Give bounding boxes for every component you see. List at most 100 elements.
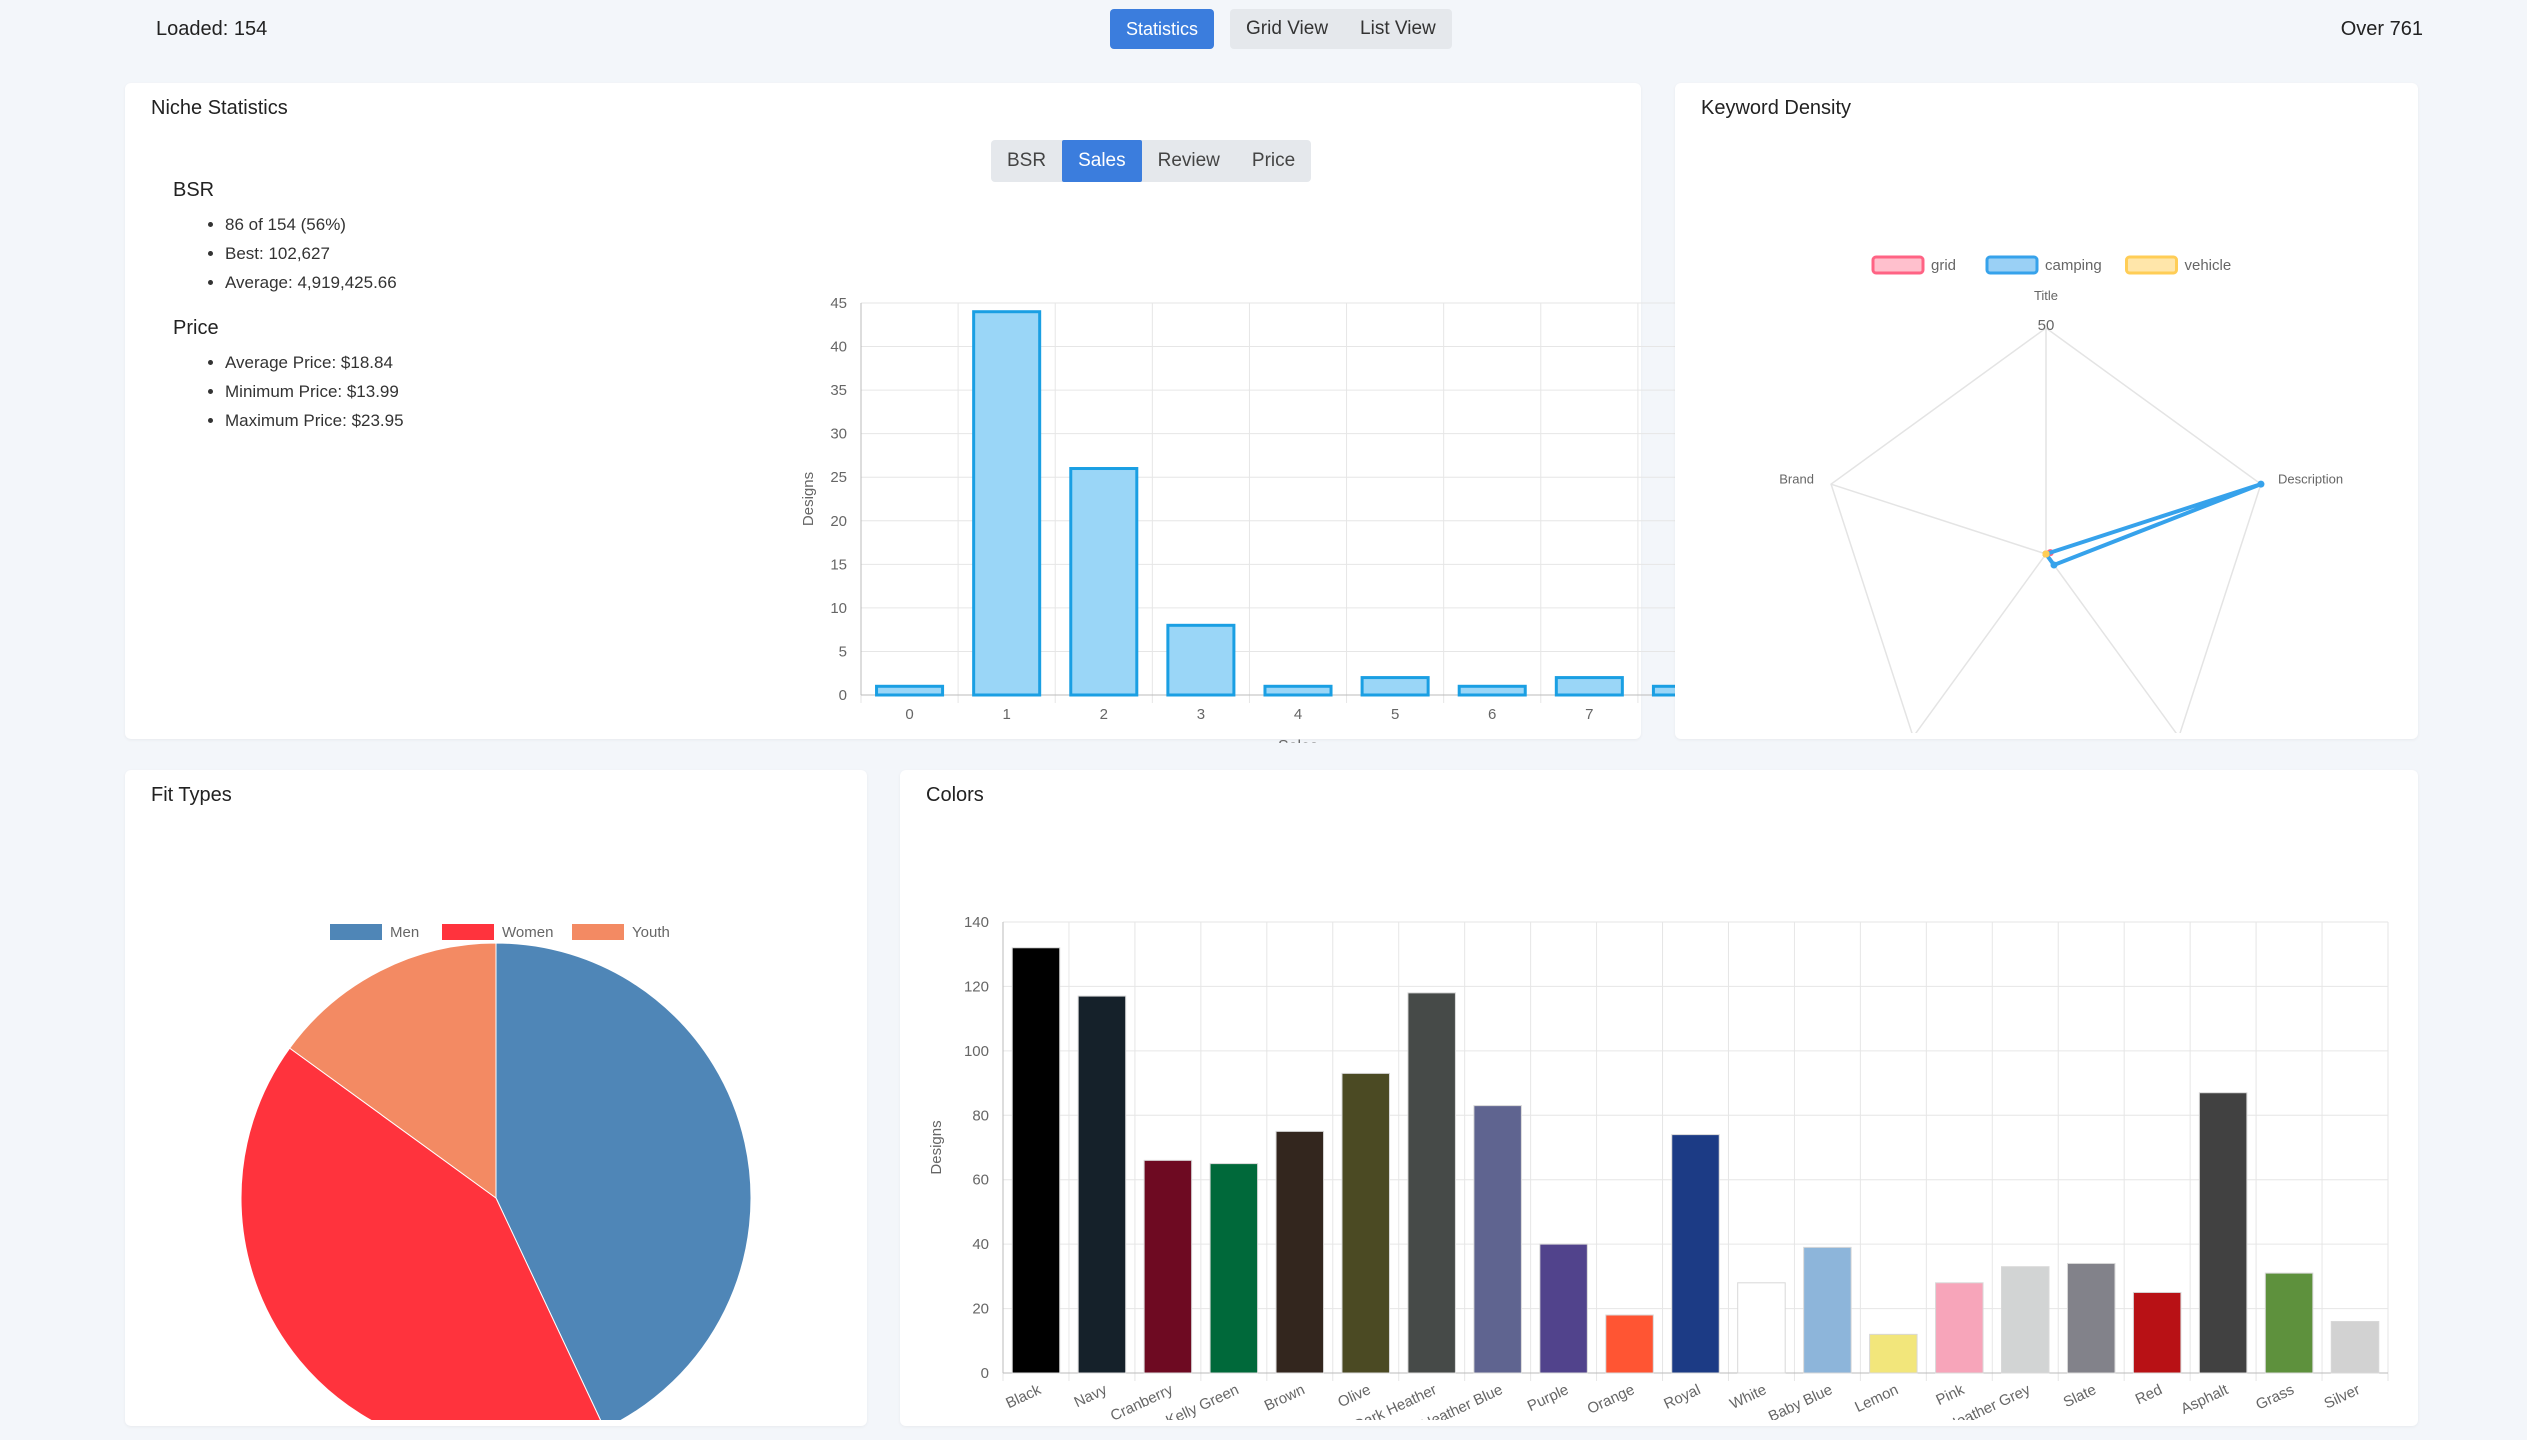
- keyword-radar-chart: gridcampingvehicleTitleDescriptionBullet…: [1779, 255, 2343, 733]
- y-tick-label: 40: [830, 339, 847, 356]
- y-tick-label: 120: [964, 978, 989, 995]
- colors-card: Colors 0 20 40 60 80 100 120 140 Black Navy Cranbe…: [900, 770, 2418, 1426]
- card-title: Fit Types: [151, 784, 232, 806]
- legend-swatch: [2125, 255, 2178, 275]
- view-switch: Statistics Grid View List View: [1110, 9, 1452, 49]
- list-item: Average Price: $18.84: [225, 348, 653, 377]
- bar: [1275, 1130, 1325, 1374]
- statistics-button[interactable]: Statistics: [1110, 9, 1215, 49]
- bar: [2330, 1320, 2380, 1374]
- list-item: Best: 102,627: [225, 239, 653, 268]
- metric-switch: BSR Sales Review Price: [991, 140, 1312, 182]
- y-tick-label: 0: [839, 687, 847, 704]
- radar-point: [2257, 480, 2265, 488]
- bar: [1935, 1282, 1984, 1374]
- legend-label: Women: [502, 924, 553, 941]
- x-tick-label: Navy: [1071, 1381, 1110, 1411]
- card-title: Colors: [926, 784, 984, 806]
- view-mode-group: Grid View List View: [1230, 9, 1452, 49]
- card-title: Niche Statistics: [151, 97, 288, 119]
- x-tick-label: 4: [1294, 706, 1302, 723]
- radar-tick-label: 50: [2038, 317, 2055, 334]
- radar-axis-label: Title: [2034, 288, 2058, 303]
- tab-bsr[interactable]: BSR: [991, 140, 1062, 182]
- tab-price[interactable]: Price: [1236, 140, 1311, 182]
- x-axis-label: Sales: [1278, 738, 1318, 743]
- x-tick-label: White: [1727, 1381, 1769, 1413]
- x-tick-label: Red: [2133, 1381, 2165, 1408]
- bar: [2066, 1262, 2116, 1374]
- list-item: Average: 4,919,425.66: [225, 268, 653, 297]
- tab-review[interactable]: Review: [1142, 140, 1236, 182]
- bar: [1605, 1314, 1654, 1374]
- radar-spoke: [1830, 483, 2047, 555]
- x-tick-label: Baby Blue: [1766, 1381, 1835, 1420]
- tab-sales[interactable]: Sales: [1062, 140, 1142, 182]
- x-tick-label: Grass: [2253, 1381, 2296, 1413]
- stats-summary: BSR 86 of 154 (56%) Best: 102,627 Averag…: [173, 179, 653, 455]
- x-tick-label: Slate: [2061, 1381, 2099, 1411]
- legend-label: grid: [1931, 257, 1956, 274]
- bar: [1737, 1282, 1786, 1374]
- legend-swatch: [1985, 255, 2039, 275]
- legend-label: Youth: [632, 924, 670, 941]
- bar: [1341, 1072, 1390, 1374]
- y-tick-label: 15: [830, 556, 847, 573]
- legend-swatch: [442, 924, 494, 940]
- bar: [1011, 947, 1061, 1374]
- legend-swatch: [572, 924, 624, 940]
- radar-point: [2050, 561, 2058, 569]
- legend-swatch: [1871, 255, 1925, 275]
- legend-label: camping: [2045, 257, 2102, 274]
- list-view-button[interactable]: List View: [1344, 9, 1452, 49]
- legend-label: Men: [390, 924, 419, 941]
- x-tick-label: Lemon: [1852, 1381, 1901, 1416]
- y-tick-label: 30: [830, 426, 847, 443]
- y-tick-label: 140: [964, 914, 989, 931]
- bar: [1077, 995, 1127, 1374]
- x-tick-label: Royal: [1661, 1381, 1703, 1413]
- y-tick-label: 45: [830, 295, 847, 312]
- x-tick-label: 2: [1100, 706, 1108, 723]
- radar-point: [2042, 550, 2050, 558]
- bsr-list: 86 of 154 (56%) Best: 102,627 Average: 4…: [173, 210, 653, 297]
- x-tick-label: Purple: [1525, 1381, 1571, 1415]
- bar: [1360, 676, 1430, 697]
- y-tick-label: 25: [830, 469, 847, 486]
- grid-view-button[interactable]: Grid View: [1230, 9, 1344, 49]
- x-tick-label: Black: [1003, 1381, 1044, 1412]
- radar-spoke: [2045, 553, 2177, 733]
- radar-spoke: [1915, 553, 2047, 733]
- bsr-heading: BSR: [173, 179, 215, 201]
- list-item: 86 of 154 (56%): [225, 210, 653, 239]
- fit-types-card: Fit Types Men Women Youth: [125, 770, 867, 1426]
- pie-slice: [240, 1047, 602, 1420]
- x-tick-label: Olive: [1335, 1381, 1373, 1411]
- legend-swatch: [330, 924, 382, 940]
- list-item: Maximum Price: $23.95: [225, 406, 653, 435]
- bar: [1671, 1134, 1720, 1374]
- over-count: Over 761: [2340, 18, 2423, 40]
- bar: [2132, 1291, 2182, 1374]
- x-tick-label: Silver: [2322, 1381, 2363, 1412]
- bar: [1263, 684, 1333, 697]
- y-tick-label: 20: [830, 513, 847, 530]
- x-tick-label: Asphalt: [2178, 1381, 2231, 1418]
- bar: [1407, 992, 1456, 1374]
- sales-bar-chart: 0510152025303540450123456738SalesDesigns: [800, 295, 1736, 743]
- bar: [1539, 1243, 1588, 1374]
- bar: [1803, 1246, 1852, 1374]
- price-list: Average Price: $18.84 Minimum Price: $13…: [173, 348, 653, 435]
- x-tick-label: 0: [905, 706, 913, 723]
- y-tick-label: 0: [981, 1365, 989, 1382]
- x-tick-label: 3: [1197, 706, 1205, 723]
- x-tick-label: 1: [1002, 706, 1010, 723]
- x-tick-label: Pink: [1933, 1381, 1967, 1409]
- y-tick-label: 35: [830, 382, 847, 399]
- bar: [2001, 1266, 2050, 1374]
- y-tick-label: 10: [830, 600, 847, 617]
- bar: [1166, 623, 1236, 697]
- radar-axis-label: Description: [2278, 472, 2343, 487]
- bar: [2198, 1092, 2248, 1374]
- legend-label: vehicle: [2185, 257, 2232, 274]
